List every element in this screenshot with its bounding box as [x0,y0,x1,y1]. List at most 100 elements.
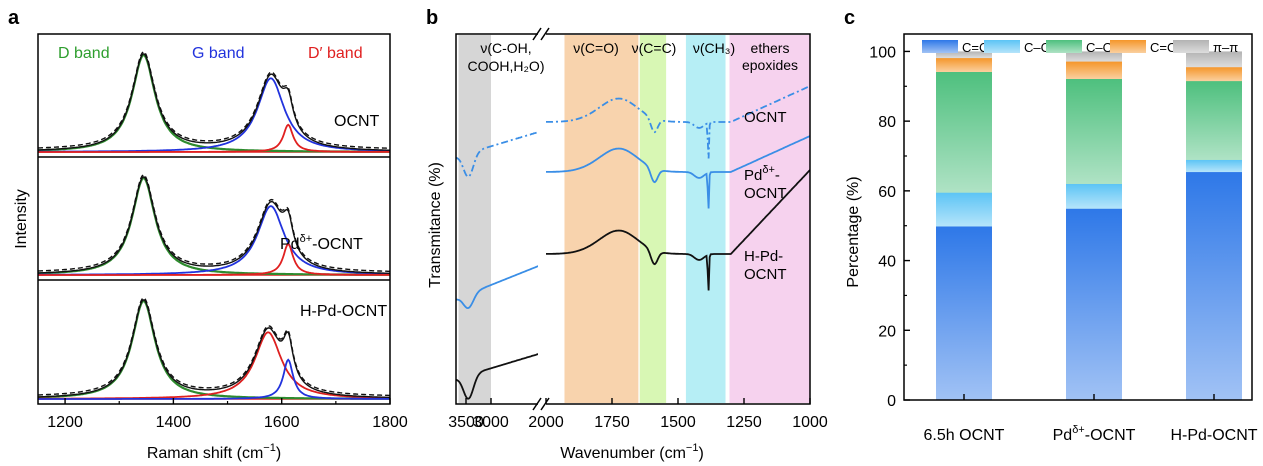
ftir-x-tick-label: 2000 [528,414,564,431]
assignment-region [458,35,491,403]
bar-segment-shade [1186,51,1242,68]
ftir-x-tick-label: 1000 [792,414,828,431]
raman-data-line [38,53,390,151]
raman-frame [37,33,391,405]
ftir-x-tick-label: 1500 [660,414,696,431]
composition-y-tick-label: 80 [878,114,896,131]
ftir-x-tick-label: 3500 [448,414,484,431]
band-label-g: G band [192,45,244,62]
category-label: 6.5h OCNT [924,427,1005,444]
raman-subplot [37,174,390,276]
raman-x-tick-label: 1800 [372,414,408,431]
raman-data-line [37,176,390,274]
bar-segment-shade [1186,81,1242,160]
ftir-x-tick-label: 1750 [594,414,630,431]
composition-y-tick-label: 40 [878,254,896,271]
ftir-frame [455,33,811,405]
sample-label-h-pd-ocnt: H-Pd-OCNT [300,303,387,320]
annotation-c-c: ν(C=C) [632,40,677,56]
ftir-curve-left [455,264,540,310]
ftir-x-tick-label: 3000 [473,414,509,431]
assignment-region [729,35,810,403]
band-label-dprime: D′ band [308,45,363,62]
legend-swatch-shade [984,40,1020,53]
bar-segment-shade [1186,172,1242,400]
bar-segment-shade [1066,61,1122,79]
bar-segment-shade [1186,67,1242,82]
ftir-x-tick-label: 1250 [726,414,762,431]
bar-segment-shade [1186,159,1242,173]
raman-x-tick-label: 1600 [264,414,300,431]
ftir-y-axis-label: Transmitance (%) [427,162,444,288]
legend-swatch-shade [922,40,958,53]
legend-label: C=O [1150,40,1177,55]
composition-y-tick-label: 20 [878,323,896,340]
legend-label: C–O [1086,40,1113,55]
bar-segment-shade [936,226,992,400]
band-label-d: D band [58,45,110,62]
category-label: Pdδ+-OCNT [1053,424,1136,444]
series-label-pd-ocnt: Pdδ+-OCNT [744,164,787,202]
legend-swatch-shade [1046,40,1082,53]
assignment-region [685,35,726,403]
d-band-fit-line [38,177,390,276]
annotation-c-o: ν(C=O) [573,40,619,56]
bar-segment-shade [936,192,992,227]
dprime-band-fit-line [38,123,390,153]
raman-x-tick-label: 1400 [156,414,192,431]
bar-segment-shade [936,71,992,193]
d-band-fit-line [38,54,390,153]
legend-label: C=C [962,40,988,55]
ftir-curve-right [546,85,811,159]
raman-x-tick-label: 1200 [47,414,83,431]
annotation-ch3: ν(CH₃) [693,40,735,56]
bar-segment-shade [936,51,992,59]
bar-segment-shade [1066,51,1122,62]
bar-segment-shade [1066,183,1122,209]
annotation-ethers: ethers epoxides [742,40,798,73]
ftir-curve-left [455,353,540,400]
sample-label-pd-ocnt: Pdδ+-OCNT [280,233,363,253]
category-label: H-Pd-OCNT [1170,427,1257,444]
raman-sum-fit-line [38,51,390,149]
composition-frame [903,33,1253,401]
raman-sum-fit-line [38,297,390,397]
axis-break-gap [538,28,546,410]
ftir-x-axis-label: Wavenumber (cm−1) [560,442,704,462]
legend-label: C–C [1024,40,1050,55]
assignment-region [639,35,667,403]
series-label-h-pd-ocnt: H-Pd-OCNT [744,248,787,283]
bar-segment-shade [1066,78,1122,184]
raman-subplot [38,51,391,153]
legend-label: π–π [1213,40,1238,55]
raman-y-axis-label: Intensity [13,189,30,249]
bar-segment-shade [936,58,992,72]
dprime-band-fit-line [38,358,390,400]
panel-label-b: b [426,7,438,29]
ftir-curve-right [546,135,811,209]
raman-x-axis-label: Raman shift (cm−1) [147,442,281,462]
axis-break-marks [532,27,550,411]
ftir-curve-left [455,130,540,178]
composition-y-tick-label: 0 [887,393,896,410]
ftir-curve-right [546,169,811,291]
annotation-c-oh: ν(C-OH, COOH,H₂O) [468,40,545,74]
series-label-ocnt: OCNT [744,109,787,126]
raman-sum-fit-line [37,174,390,272]
raman-panel: 1200 1400 1600 1800 D band G band D′ band O… [13,33,408,462]
composition-y-tick-label: 100 [869,44,896,61]
legend-swatch-shade [1173,40,1209,53]
raman-data-line [38,299,390,399]
legend-swatch-shade [1110,40,1146,53]
sample-label-ocnt: OCNT [334,113,380,130]
raman-subplot [38,297,390,400]
assignment-region [564,35,639,403]
composition-y-tick-label: 60 [878,184,896,201]
dprime-band-fit-line [38,242,390,276]
bar-segment-shade [1066,208,1122,400]
panel-label-a: a [8,7,20,29]
composition-y-axis-label: Percentage (%) [845,176,862,287]
